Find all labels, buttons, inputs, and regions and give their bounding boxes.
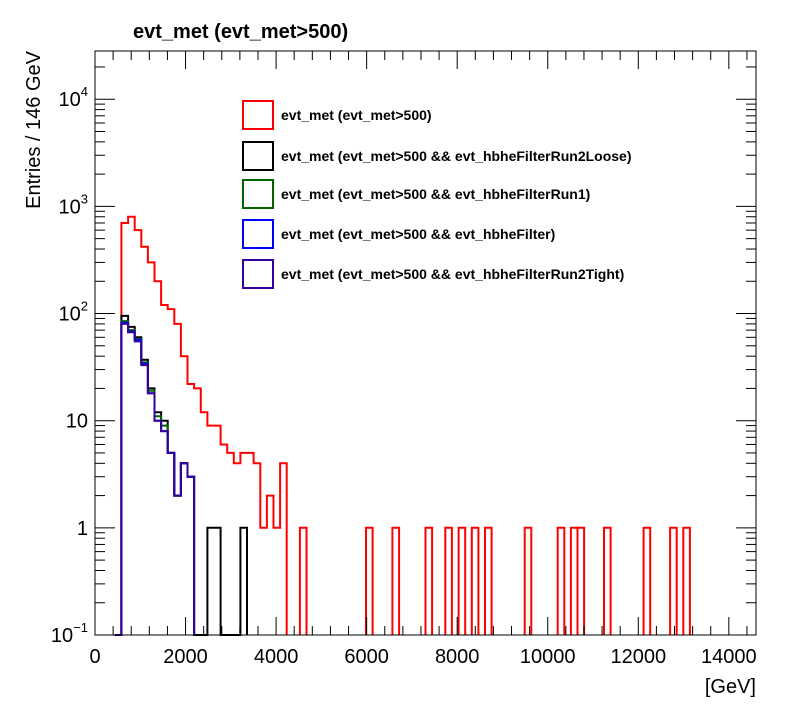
x-tick-label: 6000 [344, 646, 389, 668]
x-tick-label: 4000 [254, 646, 299, 668]
series-layer [114, 215, 691, 636]
x-tick-label: 14000 [701, 646, 757, 668]
x-tick-label: 10000 [520, 646, 576, 668]
legend-swatch-3 [242, 219, 274, 249]
series-0-bin-1 [365, 526, 374, 635]
series-0-line [114, 215, 288, 636]
series-0-bin-3 [424, 526, 434, 635]
axes-layer: 0 2000 4000 6000 8000 10000 12000 14000 104 103 10… [51, 51, 757, 668]
legend-label-2: evt_met (evt_met>500 && evt_hbheFilterRu… [281, 186, 590, 202]
series-0-bin-6 [470, 526, 480, 635]
x-tick-label: 2000 [163, 646, 208, 668]
y-tick-label: 10 [66, 411, 88, 433]
series-0-bin-14 [669, 526, 678, 635]
x-tick-label: 8000 [435, 646, 480, 668]
series-0-bin-7 [484, 526, 493, 635]
series-0-bin-9 [556, 526, 566, 635]
legend-swatch-4 [242, 259, 274, 289]
x-tick-label: 0 [89, 646, 100, 668]
series-0-bin-11 [576, 526, 586, 635]
y-tick-label: 104 [59, 84, 88, 111]
series-0-bin-8 [523, 526, 533, 635]
series-0-bin-2 [391, 526, 401, 635]
y-tick-label: 103 [59, 191, 88, 218]
legend-label-1: evt_met (evt_met>500 && evt_hbheFilterRu… [281, 148, 632, 164]
x-tick-label: 12000 [610, 646, 666, 668]
legend-swatch-2 [242, 179, 274, 209]
series-0-bin-0 [298, 526, 308, 635]
plot-frame [94, 50, 757, 636]
legend-label-3: evt_met (evt_met>500 && evt_hbheFilter) [281, 226, 555, 242]
legend-swatch-0 [242, 100, 274, 130]
series-0-bin-4 [444, 526, 453, 635]
series-4-line [114, 322, 196, 636]
legend-swatch-1 [242, 141, 274, 171]
y-tick-label: 1 [77, 518, 88, 540]
series-0-bin-15 [682, 526, 691, 635]
series-0-bin-13 [642, 526, 652, 635]
y-tick-label: 102 [59, 299, 88, 326]
legend-label-0: evt_met (evt_met>500) [281, 107, 432, 123]
y-axis-title: Entries / 146 GeV [23, 50, 45, 209]
x-axis-title: [GeV] [705, 676, 756, 698]
series-0-bin-12 [603, 526, 612, 635]
y-tick-label: 10−1 [51, 620, 88, 647]
legend-label-4: evt_met (evt_met>500 && evt_hbheFilterRu… [281, 266, 624, 282]
chart-title: evt_met (evt_met>500) [133, 21, 348, 43]
series-0-bin-5 [457, 526, 467, 635]
legend: evt_met (evt_met>500) evt_met (evt_met>50… [242, 100, 632, 289]
